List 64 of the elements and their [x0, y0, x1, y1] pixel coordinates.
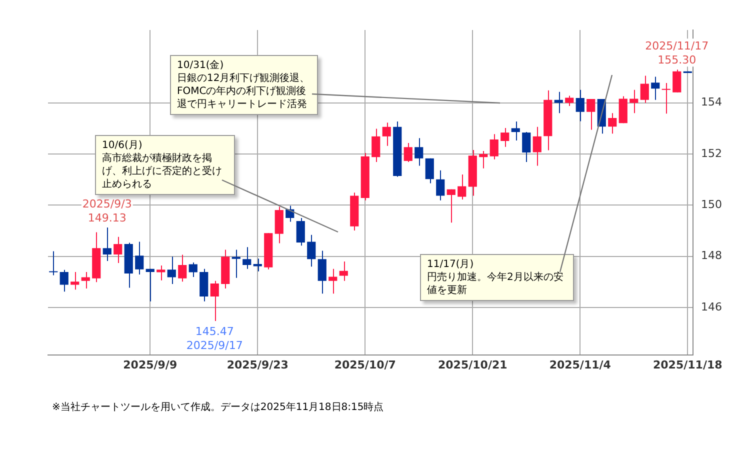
candlestick: [156, 265, 166, 281]
candlestick: [651, 76, 660, 100]
candlestick: [532, 126, 542, 166]
candlestick: [425, 158, 434, 184]
candlestick: [339, 260, 348, 282]
x-tick-label: 2025/9/23: [226, 358, 288, 372]
candlestick: [511, 121, 520, 141]
candlestick: [458, 174, 466, 200]
annotation: 2025/9/3 149.13: [82, 197, 132, 224]
candlestick: [608, 112, 617, 134]
candlestick: [630, 89, 638, 114]
candlestick: [135, 241, 144, 275]
candlestick: [114, 236, 122, 264]
candlestick: [382, 122, 391, 146]
candlestick: [178, 254, 187, 282]
candlestick: [296, 217, 305, 246]
y-tick-label: 146: [701, 300, 722, 314]
candlestick: [274, 206, 284, 244]
y-tick-label: 154: [701, 96, 722, 109]
candlestick: [328, 268, 338, 294]
candlestick: [102, 226, 112, 262]
candlestick: [167, 256, 176, 284]
candlestick: [672, 69, 682, 93]
candlestick: [554, 91, 563, 114]
annotation: 11/17(月) 円売り加速。今年2月以来の安値を更新: [420, 254, 574, 301]
annotation: 10/6(月) 高市総裁が積極財政を掲げ、利上げに否定的と受け止められる: [95, 135, 235, 195]
text: ※当社チャートツールを用いて作成。データは2025年11月18日8:15時点: [52, 400, 384, 414]
candlestick: [662, 82, 670, 114]
candlestick: [576, 89, 584, 122]
annotation: 10/31(金) 日銀の12月利下げ観測後退、FOMCの年内の利下げ観測後退で円キャリートレード活発: [170, 55, 318, 115]
candlestick: [372, 128, 380, 162]
candlestick: [404, 142, 412, 162]
candlestick: [232, 249, 240, 278]
y-tick-label: 148: [701, 249, 722, 262]
y-tick-label: 152: [701, 146, 722, 160]
annotation: 145.47 2025/9/17: [186, 325, 243, 352]
candlestick: [210, 280, 219, 322]
candlestick: [446, 188, 456, 224]
candlestick: [60, 269, 68, 292]
candlestick: [318, 250, 326, 294]
candlestick: [640, 75, 649, 104]
candlestick: [436, 170, 445, 201]
candlestick: [307, 234, 316, 268]
x-tick-label: 2025/10/21: [438, 358, 508, 372]
candlestick: [253, 258, 262, 272]
annotation: 2025/11/17 155.30: [645, 40, 709, 67]
candlestick: [242, 246, 252, 270]
candlestick: [188, 262, 198, 278]
candlestick: [49, 250, 58, 276]
candlestick: [490, 134, 498, 160]
candlestick: [565, 95, 574, 106]
x-tick-label: 2025/11/4: [549, 358, 612, 372]
candlestick: [146, 268, 154, 302]
candlestick: [70, 271, 80, 290]
candlestick: [500, 127, 510, 148]
candlestick: [81, 271, 90, 290]
x-tick-label: 2025/10/7: [334, 358, 396, 372]
candlestick: [586, 98, 596, 130]
x-tick-label: 2025/11/18: [652, 358, 722, 372]
candlestick: [522, 132, 531, 162]
y-tick-label: 150: [701, 198, 722, 212]
candlestick: [479, 150, 488, 169]
x-tick-label: 2025/9/9: [123, 358, 178, 372]
candlestick: [414, 138, 424, 166]
